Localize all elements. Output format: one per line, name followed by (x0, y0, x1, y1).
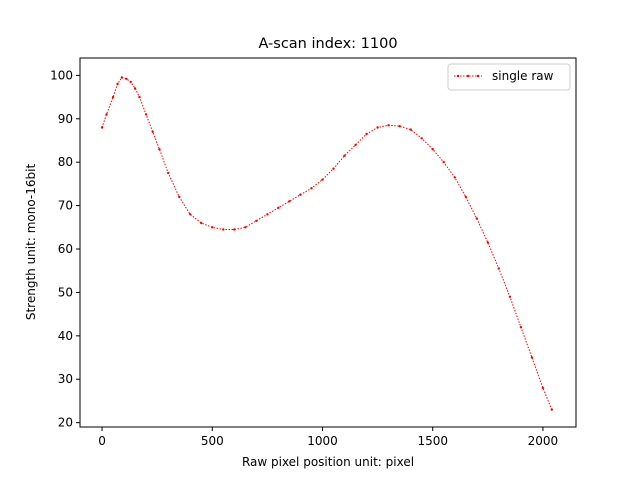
legend-label-single-raw: single raw (492, 69, 554, 83)
legend-marker (456, 74, 460, 78)
data-point (129, 80, 132, 84)
data-point (211, 226, 214, 229)
data-point (144, 113, 148, 116)
legend-box (447, 63, 571, 91)
data-point (321, 178, 324, 181)
data-point (151, 130, 154, 133)
data-point (299, 193, 302, 196)
data-point (550, 408, 553, 411)
y-axis-ticks: 20 30 40 50 60 70 80 90 100 (50, 68, 80, 430)
legend-marker (476, 74, 480, 78)
data-point (376, 126, 379, 129)
data-point (519, 326, 523, 329)
y-axis-label: Strength unit: mono-16bit (24, 164, 38, 321)
data-point (541, 386, 545, 390)
data-point (105, 113, 108, 116)
data-point (116, 82, 119, 86)
data-point (420, 137, 423, 140)
y-tick-label: 30 (58, 372, 73, 386)
x-tick-label: 500 (201, 434, 224, 448)
data-point (398, 125, 401, 128)
data-point (125, 77, 128, 81)
data-point (277, 206, 280, 209)
x-tick-label: 1500 (417, 434, 448, 448)
data-point (178, 195, 181, 199)
series-layer (100, 76, 553, 411)
data-point (189, 213, 192, 216)
data-point (486, 241, 489, 244)
x-axis-label: Raw pixel position unit: pixel (242, 455, 414, 469)
data-point (158, 148, 161, 151)
plot-area-frame (79, 57, 577, 428)
data-point (530, 356, 534, 359)
data-point (332, 167, 335, 170)
data-point (138, 95, 141, 99)
data-point (409, 128, 412, 131)
data-point (497, 267, 500, 270)
y-tick-label: 20 (58, 416, 73, 430)
data-point (222, 228, 225, 231)
data-point (255, 219, 258, 222)
x-tick-label: 2000 (528, 434, 559, 448)
y-tick-label: 50 (58, 285, 73, 299)
y-tick-label: 80 (58, 155, 73, 169)
data-point (475, 217, 478, 220)
data-point (508, 295, 512, 298)
legend-marker (466, 74, 470, 78)
data-point (442, 161, 445, 164)
data-point (310, 187, 313, 190)
data-point (167, 171, 170, 175)
data-point (100, 126, 104, 129)
data-point (266, 213, 269, 216)
data-point (111, 95, 115, 99)
data-point (431, 148, 434, 151)
y-tick-label: 90 (58, 112, 73, 126)
data-point (343, 154, 346, 157)
data-point (233, 228, 236, 231)
y-tick-label: 100 (50, 68, 73, 82)
series-line-single-raw (101, 76, 553, 410)
data-point (464, 195, 467, 199)
x-axis-ticks: 0 500 1000 1500 2000 (98, 427, 558, 448)
data-point (120, 76, 124, 79)
x-tick-label: 1000 (307, 434, 338, 448)
data-point (387, 124, 390, 127)
data-point (365, 132, 368, 136)
chart-title: A-scan index: 1100 (258, 36, 397, 52)
x-tick-label: 0 (98, 434, 106, 448)
y-tick-label: 40 (58, 329, 73, 343)
data-point (453, 176, 456, 179)
y-tick-label: 70 (58, 199, 73, 213)
data-point (133, 87, 137, 90)
legend: single raw (447, 63, 571, 91)
data-point (354, 143, 357, 146)
data-point (244, 226, 247, 229)
data-point (288, 200, 291, 203)
y-tick-label: 60 (58, 242, 73, 256)
data-point (200, 221, 203, 225)
